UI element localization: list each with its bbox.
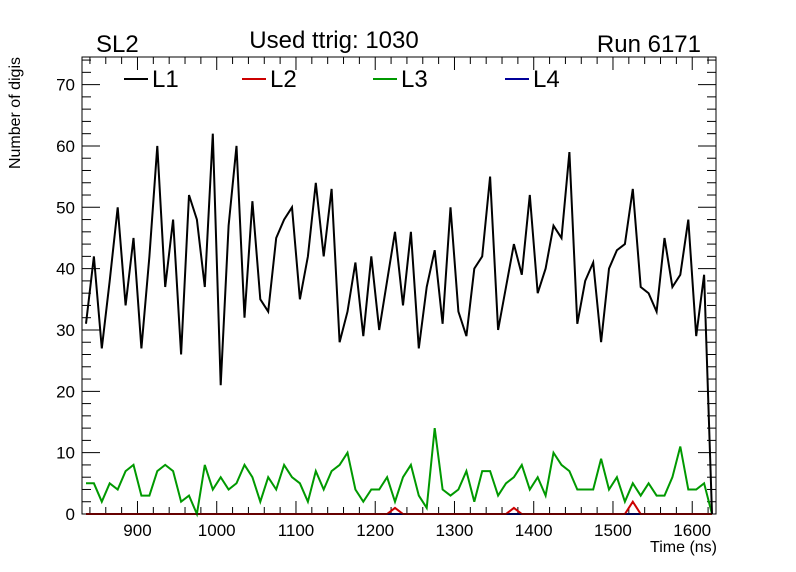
- legend-label-l1: L1: [152, 66, 179, 93]
- plot-frame: [81, 56, 717, 515]
- title-right: Run 6171: [597, 31, 701, 58]
- title-left: SL2: [96, 31, 139, 58]
- y-tick-label: 50: [56, 198, 75, 217]
- x-tick-label: 1000: [198, 521, 236, 540]
- y-tick-label: 0: [66, 505, 75, 524]
- y-tick-label: 10: [56, 444, 75, 463]
- y-tick-label: 30: [56, 321, 75, 340]
- x-tick-label: 1200: [356, 521, 394, 540]
- series-line-l1: [85, 133, 713, 515]
- y-axis-label: Number of digis: [7, 57, 24, 169]
- y-tick-label: 20: [56, 382, 75, 401]
- legend: L1 L2 L3 L4: [124, 66, 560, 93]
- series-line-l3: [86, 427, 713, 518]
- y-tick-label: 60: [56, 137, 75, 156]
- x-tick-label: 900: [123, 521, 151, 540]
- x-tick-label: 1500: [594, 521, 632, 540]
- legend-label-l3: L3: [401, 66, 428, 93]
- title-center: Used ttrig: 1030: [249, 27, 418, 54]
- x-tick-label: 1100: [278, 521, 315, 540]
- legend-label-l4: L4: [533, 66, 560, 93]
- y-tick-label: 70: [56, 76, 75, 95]
- x-tick-label: 1600: [673, 521, 711, 540]
- legend-label-l2: L2: [270, 66, 297, 93]
- x-tick-label: 1400: [515, 521, 553, 540]
- y-tick-label: 40: [56, 260, 75, 279]
- x-tick-label: 1300: [436, 521, 474, 540]
- tick-labels: 900 1000 1100 1200 1300 1400 1500 1600 0 10 20 30 40…: [56, 76, 711, 540]
- x-axis-label: Time (ns): [650, 539, 717, 556]
